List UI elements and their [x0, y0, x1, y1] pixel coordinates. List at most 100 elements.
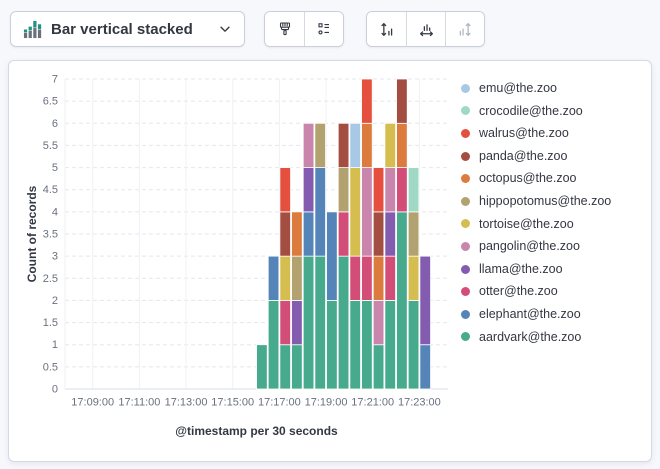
bar-segment[interactable] [349, 300, 361, 390]
bar-segment[interactable] [396, 122, 408, 168]
bar-segment[interactable] [361, 167, 373, 257]
bar-segment[interactable] [291, 344, 303, 390]
bar-segment[interactable] [279, 211, 291, 257]
bar-segment[interactable] [326, 300, 338, 390]
legend-item[interactable]: panda@the.zoo [461, 145, 611, 168]
bar-segment[interactable] [419, 344, 431, 390]
bar-segment[interactable] [302, 122, 315, 168]
paintbrush-icon [277, 21, 293, 37]
style-button-group [264, 11, 344, 47]
bar-segment[interactable] [407, 167, 420, 213]
bar-segment[interactable] [396, 211, 408, 390]
bar-segment[interactable] [267, 300, 280, 390]
svg-text:17:11:00: 17:11:00 [118, 397, 160, 409]
bar-segment[interactable] [326, 211, 338, 301]
svg-text:17:21:00: 17:21:00 [351, 397, 394, 409]
axis-button-group [366, 11, 485, 47]
bar-segment[interactable] [396, 167, 408, 213]
bar-segment[interactable] [302, 255, 315, 390]
legend-color-dot [461, 287, 470, 297]
legend-item[interactable]: tortoise@the.zoo [461, 213, 611, 236]
bar-segment[interactable] [361, 255, 373, 301]
bar-segment[interactable] [396, 78, 408, 124]
bar-segment[interactable] [337, 167, 350, 213]
bar-segment[interactable] [407, 300, 420, 390]
legend-item[interactable]: emu@the.zoo [461, 77, 611, 100]
bar-segment[interactable] [314, 167, 326, 257]
bar-segment[interactable] [372, 167, 385, 213]
bar-segment[interactable] [372, 211, 385, 257]
legend-item[interactable]: elephant@the.zoo [461, 303, 611, 326]
svg-text:17:19:00: 17:19:00 [305, 397, 348, 409]
bar-segment[interactable] [384, 255, 396, 301]
bar-segment[interactable] [372, 300, 385, 346]
left-axis-button[interactable] [367, 12, 406, 46]
bottom-axis-button[interactable] [406, 12, 445, 46]
bar-segment[interactable] [361, 78, 373, 124]
stacked-bar-chart[interactable]: 0 0.5 1 1.5 2 2.5 3 3.5 4 4.5 5 5.5 6 6.5 7 17:09:00 17:… [9, 61, 651, 461]
bar-segment[interactable] [337, 255, 350, 390]
legend-item[interactable]: pangolin@the.zoo [461, 235, 611, 258]
bar-segment[interactable] [384, 300, 396, 390]
bar-segment[interactable] [349, 167, 361, 257]
bar-segment[interactable] [361, 300, 373, 390]
bar-segment[interactable] [349, 255, 361, 301]
bar-segment[interactable] [279, 300, 291, 346]
chart-type-label: Bar vertical stacked [51, 20, 193, 38]
bar-segment[interactable] [361, 122, 373, 168]
legend-item[interactable]: octopus@the.zoo [461, 167, 611, 190]
bar-segment[interactable] [407, 255, 420, 301]
bar-segment[interactable] [419, 255, 431, 346]
legend-item[interactable]: hippopotomus@the.zoo [461, 190, 611, 213]
bar-segment[interactable] [384, 122, 396, 168]
legend-color-dot [461, 151, 470, 161]
bar-segment[interactable] [291, 255, 303, 301]
legend-label: aardvark@the.zoo [479, 329, 582, 344]
svg-text:6.5: 6.5 [43, 96, 58, 108]
legend-item[interactable]: llama@the.zoo [461, 258, 611, 281]
legend-item[interactable]: otter@the.zoo [461, 280, 611, 303]
bar-segment[interactable] [384, 211, 396, 257]
bar-segment[interactable] [407, 211, 420, 257]
visualization-panel: 0 0.5 1 1.5 2 2.5 3 3.5 4 4.5 5 5.5 6 6.5 7 17:09:00 17:… [8, 60, 652, 462]
bar-segment[interactable] [372, 255, 385, 301]
svg-text:3: 3 [52, 251, 58, 263]
legend-item[interactable]: walrus@the.zoo [461, 122, 611, 145]
bar-segment[interactable] [337, 211, 350, 257]
bar-segment[interactable] [267, 255, 280, 301]
bar-segment[interactable] [291, 211, 303, 257]
style-settings-button[interactable] [265, 12, 304, 46]
legend-settings-button[interactable] [304, 12, 343, 46]
svg-text:5: 5 [52, 162, 58, 174]
bar-segment[interactable] [349, 122, 361, 168]
bar-segment[interactable] [302, 167, 315, 213]
svg-text:17:15:00: 17:15:00 [211, 397, 254, 409]
bar-segment[interactable] [279, 255, 291, 301]
bar-segment[interactable] [279, 167, 291, 213]
bar-segment[interactable] [314, 255, 326, 390]
bar-segment[interactable] [256, 344, 268, 390]
bar-segment[interactable] [314, 122, 326, 168]
svg-text:1.5: 1.5 [43, 317, 58, 329]
bar-segment[interactable] [279, 344, 291, 390]
legend-item[interactable]: aardvark@the.zoo [461, 326, 611, 349]
bar-segment[interactable] [302, 211, 315, 257]
legend-values-icon [316, 21, 332, 37]
svg-text:17:17:00: 17:17:00 [258, 397, 301, 409]
legend-color-dot [461, 174, 470, 184]
bar-segment[interactable] [337, 122, 350, 168]
legend-label: hippopotomus@the.zoo [479, 194, 612, 209]
legend-label: tortoise@the.zoo [479, 216, 574, 231]
legend-item[interactable]: crocodile@the.zoo [461, 100, 611, 123]
bar-segment[interactable] [291, 300, 303, 346]
legend-color-dot [461, 106, 470, 116]
bar-segment[interactable] [372, 344, 385, 390]
svg-text:2: 2 [52, 295, 58, 307]
right-axis-icon [457, 21, 474, 38]
chart-type-dropdown[interactable]: Bar vertical stacked [10, 11, 245, 47]
bar-segment[interactable] [384, 167, 396, 213]
svg-text:5.5: 5.5 [43, 140, 58, 152]
legend-color-dot [461, 241, 470, 251]
legend-color-dot [461, 219, 470, 229]
legend-label: crocodile@the.zoo [479, 103, 583, 118]
